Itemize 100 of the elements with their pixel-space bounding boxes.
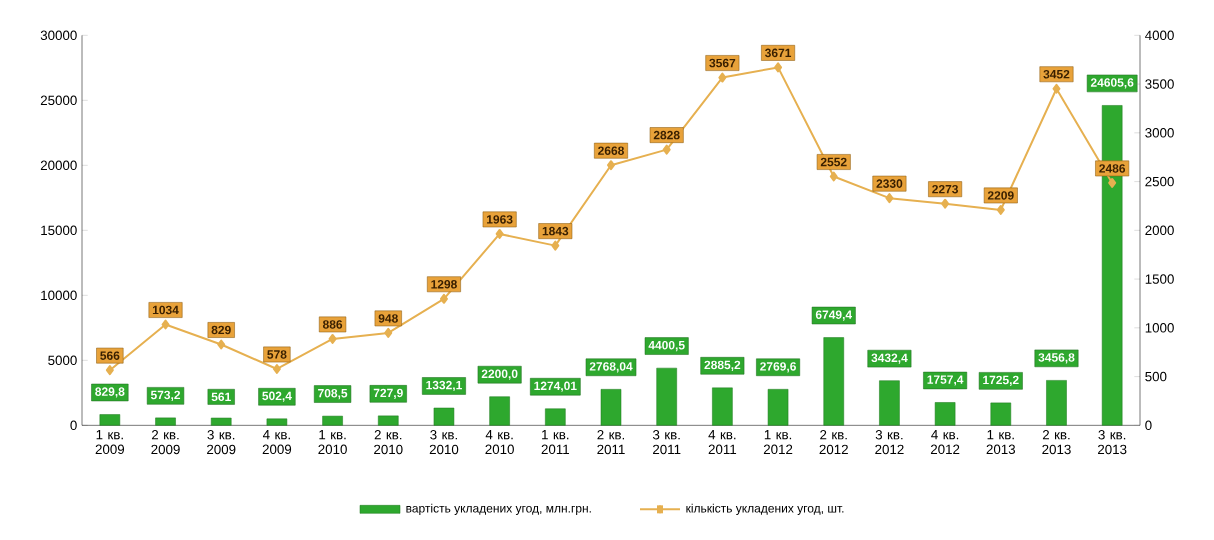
data-label: 708,5: [318, 388, 348, 400]
bar: [322, 415, 343, 426]
y-tick-label: 25000: [40, 95, 77, 106]
data-label: 3567: [709, 58, 736, 68]
bar: [990, 402, 1012, 426]
data-label: 4400,5: [648, 340, 685, 352]
point: [607, 160, 616, 171]
y2-tick-label: 2500: [1145, 176, 1174, 187]
y2-tick-label: 4000: [1145, 30, 1174, 41]
x-tick-label: 4 кв. 2009: [262, 430, 292, 455]
x-tick-label: 4 кв. 2011: [708, 430, 737, 455]
x-tick-label: 2 кв. 2010: [374, 430, 403, 455]
x-tick-label: 3 кв. 2013: [1098, 430, 1127, 455]
data-label: 829: [211, 325, 231, 335]
bar: [545, 408, 566, 426]
data-label: 502,4: [262, 391, 292, 402]
point: [495, 228, 504, 239]
y2-tick-label: 1500: [1145, 274, 1174, 284]
x-tick-label: 2 кв. 2013: [1042, 430, 1071, 455]
data-label: 2273: [932, 184, 959, 194]
y2-tick-label: 2000: [1145, 225, 1174, 236]
data-label: 578: [267, 350, 287, 359]
data-label: 573,2: [150, 390, 181, 401]
legend-label: кількість укладених угод, шт.: [686, 503, 844, 515]
x-tick-label: 3 кв. 2011: [652, 430, 681, 455]
x-tick-label: 1 кв. 2010: [318, 430, 347, 455]
point: [885, 193, 894, 204]
data-label: 886: [322, 320, 343, 329]
x-tick-label: 4 кв. 2012: [930, 430, 960, 455]
y2-tick-label: 1000: [1145, 323, 1174, 333]
bar: [879, 380, 900, 426]
bar: [433, 407, 455, 426]
data-label: 1963: [487, 215, 513, 224]
bar: [712, 387, 733, 426]
data-label: 6749,4: [815, 310, 853, 321]
point: [384, 327, 393, 338]
x-tick-label: 2 кв. 2012: [819, 430, 848, 455]
point: [1052, 83, 1061, 94]
point: [774, 62, 783, 73]
data-label: 2330: [876, 179, 903, 188]
x-tick-label: 3 кв. 2010: [429, 430, 459, 455]
point: [328, 333, 337, 344]
data-label: 2885,2: [704, 360, 741, 371]
x-tick-label: 1 кв. 2012: [763, 430, 793, 455]
data-label: 561: [211, 392, 231, 402]
data-label: 3452: [1043, 69, 1070, 79]
data-label: 3456,8: [1038, 353, 1075, 364]
bar: [489, 396, 510, 426]
data-label: 3671: [764, 48, 792, 58]
bar: [600, 389, 622, 426]
data-label: 1332,1: [426, 380, 462, 392]
bar: [934, 402, 956, 426]
legend-label: вартість укладених угод, млн.грн.: [406, 503, 591, 515]
x-tick-label: 1 кв. 2009: [95, 430, 125, 455]
y-tick-label: 5000: [48, 355, 77, 366]
y2-tick-label: 3500: [1145, 79, 1174, 89]
point: [718, 72, 727, 83]
data-label: 829,8: [95, 387, 125, 398]
data-label: 2209: [987, 191, 1014, 200]
point: [551, 240, 560, 251]
data-label: 2668: [598, 146, 624, 155]
point: [439, 293, 448, 304]
data-label: 1725,2: [983, 375, 1019, 386]
x-tick-label: 4 кв. 2010: [485, 430, 514, 455]
y-tick-label: 10000: [41, 290, 77, 301]
data-label: 2768,04: [589, 362, 633, 373]
point: [662, 144, 671, 155]
data-label: 566: [100, 351, 120, 360]
x-tick-label: 2 кв. 2011: [597, 430, 625, 455]
x-tick-label: 3 кв. 2012: [875, 430, 904, 455]
bar: [1046, 380, 1067, 426]
data-label: 24605,6: [1090, 78, 1134, 89]
data-label: 2200,0: [481, 369, 518, 380]
data-label: 2552: [820, 157, 847, 167]
point: [272, 363, 281, 374]
point: [161, 319, 170, 330]
y2-tick-label: 0: [1145, 420, 1152, 431]
bar: [155, 417, 176, 426]
data-label: 3432,4: [871, 353, 908, 364]
data-label: 1757,4: [927, 375, 964, 386]
point: [105, 365, 114, 376]
x-tick-label: 1 кв. 2011: [541, 430, 570, 455]
y2-tick-label: 500: [1145, 371, 1167, 382]
x-tick-label: 3 кв. 2009: [207, 430, 236, 455]
data-label: 948: [378, 314, 398, 323]
y-tick-label: 30000: [40, 30, 77, 41]
data-label: 1843: [542, 226, 569, 236]
data-label: 2828: [653, 130, 680, 140]
data-label: 1274,01: [534, 381, 577, 392]
data-label: 1298: [431, 280, 457, 289]
bar: [823, 337, 845, 426]
bar: [378, 415, 399, 426]
y2-tick-label: 3000: [1145, 128, 1174, 138]
x-tick-label: 2 кв. 2009: [151, 430, 180, 455]
bar: [210, 417, 232, 426]
y-tick-label: 20000: [40, 160, 77, 171]
point: [217, 339, 226, 350]
point: [996, 204, 1005, 215]
data-label: 2486: [1099, 164, 1126, 173]
point: [1108, 177, 1117, 188]
